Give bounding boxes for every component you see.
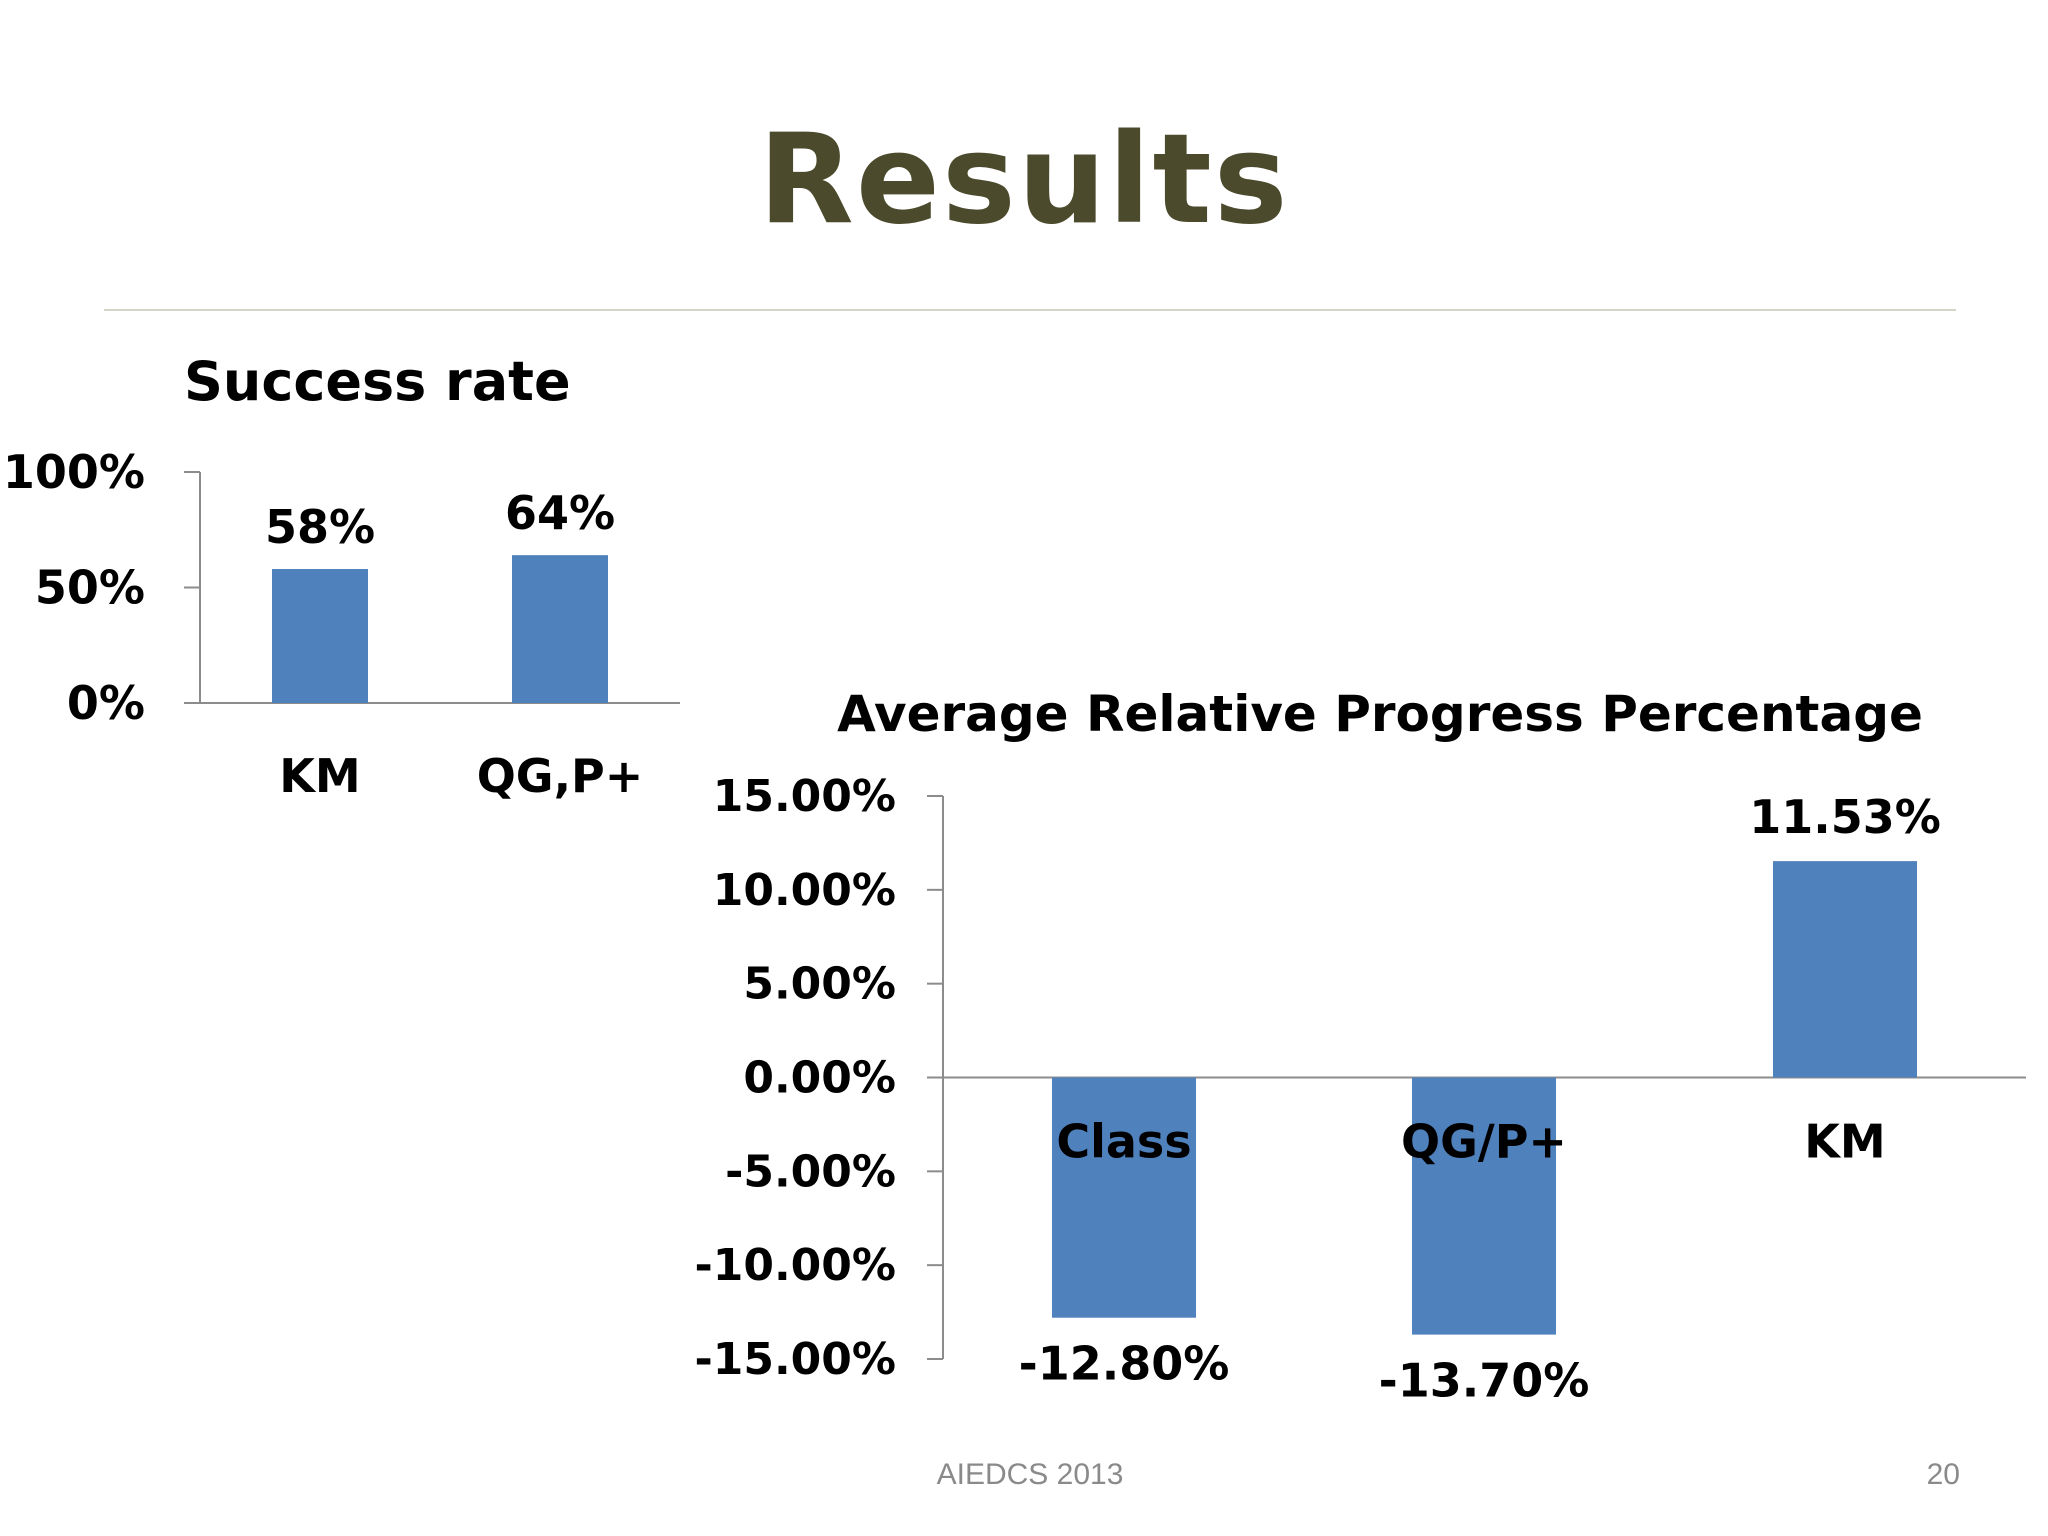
x-tick-label: QG,P+ bbox=[477, 749, 644, 803]
y-tick-label: 100% bbox=[3, 445, 145, 499]
slide-title: Results bbox=[758, 108, 1290, 252]
average-progress-chart: Average Relative Progress Percentage 15.… bbox=[694, 685, 2026, 1408]
x-tick-label: QG/P+ bbox=[1401, 1115, 1567, 1169]
x-tick-label: Class bbox=[1056, 1115, 1191, 1169]
bar bbox=[1773, 861, 1917, 1078]
y-tick-label: 0.00% bbox=[743, 1053, 896, 1104]
average-progress-chart-title: Average Relative Progress Percentage bbox=[837, 685, 1923, 743]
slide-page-number: 20 bbox=[1926, 1458, 1960, 1491]
data-label: -12.80% bbox=[1019, 1337, 1230, 1391]
bar bbox=[1412, 1077, 1556, 1335]
y-tick-label: 0% bbox=[67, 676, 145, 730]
data-label: 11.53% bbox=[1749, 790, 1941, 844]
y-tick-label: -15.00% bbox=[694, 1334, 896, 1385]
footer-conference: AIEDCS 2013 bbox=[936, 1458, 1124, 1491]
x-tick-label: KM bbox=[279, 749, 360, 803]
success-rate-chart-title: Success rate bbox=[184, 350, 571, 413]
y-tick-label: -5.00% bbox=[725, 1146, 896, 1197]
data-label: -13.70% bbox=[1379, 1354, 1590, 1408]
y-tick-label: 5.00% bbox=[743, 959, 896, 1010]
y-tick-label: -10.00% bbox=[694, 1240, 896, 1291]
success-rate-chart: Success rate 0% 50% 100% 58% KM 64% QG,P+ bbox=[3, 350, 680, 803]
data-label: 58% bbox=[265, 500, 375, 554]
title-divider bbox=[104, 309, 1956, 311]
bar bbox=[512, 555, 608, 703]
data-label: 64% bbox=[505, 486, 615, 540]
y-tick-label: 15.00% bbox=[713, 771, 896, 822]
x-tick-label: KM bbox=[1804, 1115, 1885, 1169]
bar bbox=[1052, 1077, 1196, 1318]
bar bbox=[272, 569, 368, 703]
y-tick-label: 50% bbox=[35, 561, 145, 615]
y-tick-label: 10.00% bbox=[713, 865, 896, 916]
